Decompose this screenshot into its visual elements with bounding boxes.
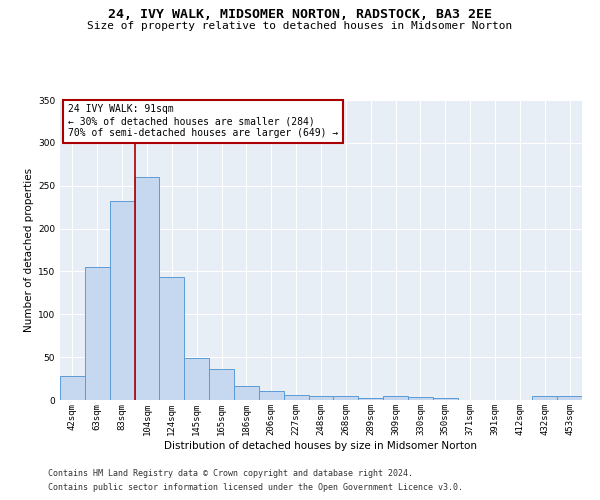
Text: Contains HM Land Registry data © Crown copyright and database right 2024.: Contains HM Land Registry data © Crown c… (48, 468, 413, 477)
Bar (334, 396, 358, 400)
Y-axis label: Number of detached properties: Number of detached properties (24, 168, 34, 332)
Bar (234, 386, 259, 400)
Text: 24 IVY WALK: 91sqm
← 30% of detached houses are smaller (284)
70% of semi-detach: 24 IVY WALK: 91sqm ← 30% of detached hou… (68, 104, 338, 138)
Bar (308, 396, 334, 400)
Bar (532, 396, 557, 400)
X-axis label: Distribution of detached houses by size in Midsomer Norton: Distribution of detached houses by size … (164, 440, 478, 450)
Text: 24, IVY WALK, MIDSOMER NORTON, RADSTOCK, BA3 2EE: 24, IVY WALK, MIDSOMER NORTON, RADSTOCK,… (108, 8, 492, 20)
Bar (358, 398, 383, 400)
Bar (284, 395, 308, 400)
Bar (408, 398, 433, 400)
Bar (557, 396, 582, 400)
Bar (184, 358, 209, 400)
Text: Size of property relative to detached houses in Midsomer Norton: Size of property relative to detached ho… (88, 21, 512, 31)
Bar (433, 398, 458, 400)
Text: Contains public sector information licensed under the Open Government Licence v3: Contains public sector information licen… (48, 484, 463, 492)
Bar (209, 369, 234, 400)
Bar (134, 177, 160, 400)
Bar (160, 276, 184, 400)
Bar (383, 396, 408, 400)
Bar (60, 376, 85, 400)
Bar (85, 267, 110, 400)
Bar (110, 201, 134, 400)
Bar (259, 392, 284, 400)
